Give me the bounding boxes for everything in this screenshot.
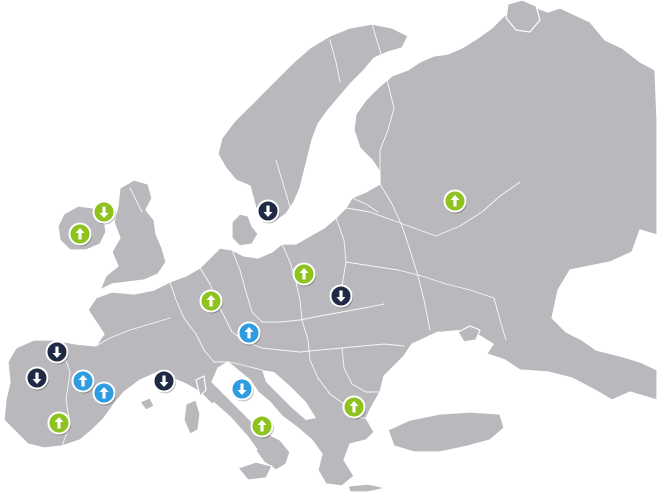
country-borders bbox=[59, 23, 521, 447]
arrow-up-icon bbox=[78, 375, 88, 387]
map-marker-france-south-down[interactable] bbox=[152, 369, 177, 394]
arrow-down-icon bbox=[52, 346, 62, 358]
arrow-down-icon bbox=[159, 375, 169, 387]
tyrrhenian-sea bbox=[200, 402, 258, 452]
denmark-landmass bbox=[231, 213, 259, 247]
crimea-landmass bbox=[457, 325, 481, 343]
map-marker-sweden-south-down[interactable] bbox=[256, 199, 281, 224]
balearic-landmass bbox=[139, 397, 155, 411]
map-marker-italy-central-down[interactable] bbox=[230, 377, 255, 402]
map-marker-austria-up[interactable] bbox=[237, 321, 262, 346]
map-marker-italy-south-up[interactable] bbox=[250, 414, 275, 439]
caspian-sea bbox=[588, 294, 616, 342]
arrow-up-icon bbox=[54, 417, 64, 429]
arrow-up-icon bbox=[75, 228, 85, 240]
arrow-down-icon bbox=[32, 372, 42, 384]
map-marker-bulgaria-up[interactable] bbox=[342, 395, 367, 420]
sicily-landmass bbox=[237, 461, 273, 481]
arrow-down-icon bbox=[237, 383, 247, 395]
map-marker-spain-north-up[interactable] bbox=[71, 369, 96, 394]
baltic-sea bbox=[286, 152, 360, 232]
arrow-up-icon bbox=[99, 387, 109, 399]
map-marker-poland-down[interactable] bbox=[329, 284, 354, 309]
map-marker-russia-up[interactable] bbox=[443, 189, 468, 214]
scandinavia-landmass bbox=[217, 23, 409, 223]
marker-layer bbox=[25, 189, 468, 439]
gulf-of-bothnia bbox=[330, 86, 362, 150]
map-marker-spain-north-west-down[interactable] bbox=[45, 340, 70, 365]
arrow-up-icon bbox=[299, 268, 309, 280]
arrow-down-icon bbox=[99, 206, 109, 218]
arrow-up-icon bbox=[257, 420, 267, 432]
map-marker-portugal-north-down[interactable] bbox=[25, 366, 50, 391]
anatolia-landmass bbox=[387, 411, 505, 453]
great-britain-landmass bbox=[99, 179, 167, 291]
arrow-down-icon bbox=[336, 290, 346, 302]
arrow-up-icon bbox=[244, 327, 254, 339]
map-marker-ireland-down[interactable] bbox=[92, 200, 117, 225]
crete-landmass bbox=[347, 483, 387, 492]
novaya-zemlya-landmass bbox=[505, 0, 541, 33]
arrow-up-icon bbox=[349, 401, 359, 413]
map-marker-spain-central-up[interactable] bbox=[47, 411, 72, 436]
arrow-up-icon bbox=[450, 195, 460, 207]
arrow-up-icon bbox=[206, 295, 216, 307]
corsica-landmass bbox=[195, 375, 207, 397]
sardinia-landmass bbox=[183, 399, 201, 435]
map-marker-ireland-up[interactable] bbox=[68, 222, 93, 247]
adriatic-sea bbox=[262, 370, 316, 420]
map-marker-germany-east-up[interactable] bbox=[292, 262, 317, 287]
map-marker-germany-south-west-up[interactable] bbox=[199, 289, 224, 314]
map-marker-spain-north-east-up[interactable] bbox=[92, 381, 117, 406]
arrow-down-icon bbox=[263, 205, 273, 217]
